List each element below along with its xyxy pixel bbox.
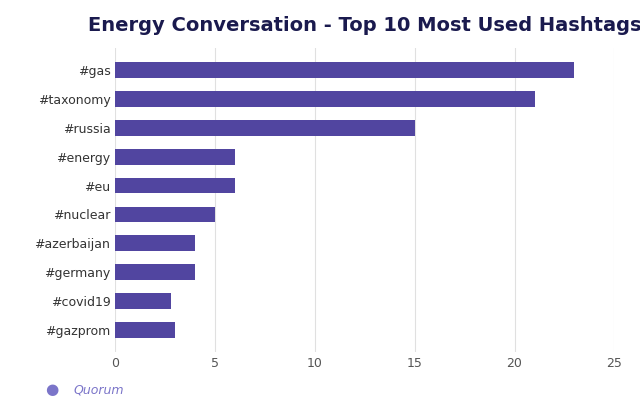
Bar [115,264,195,280]
Bar [115,322,175,338]
Bar [115,120,415,136]
Bar [115,91,534,107]
Title: Energy Conversation - Top 10 Most Used Hashtags: Energy Conversation - Top 10 Most Used H… [88,16,640,35]
Text: Quorum: Quorum [74,384,124,396]
Bar [115,149,235,164]
Bar [115,178,235,194]
Bar [115,293,171,309]
Bar [115,62,575,78]
Bar [115,236,195,251]
Text: ●: ● [45,382,58,398]
Bar [115,206,215,222]
